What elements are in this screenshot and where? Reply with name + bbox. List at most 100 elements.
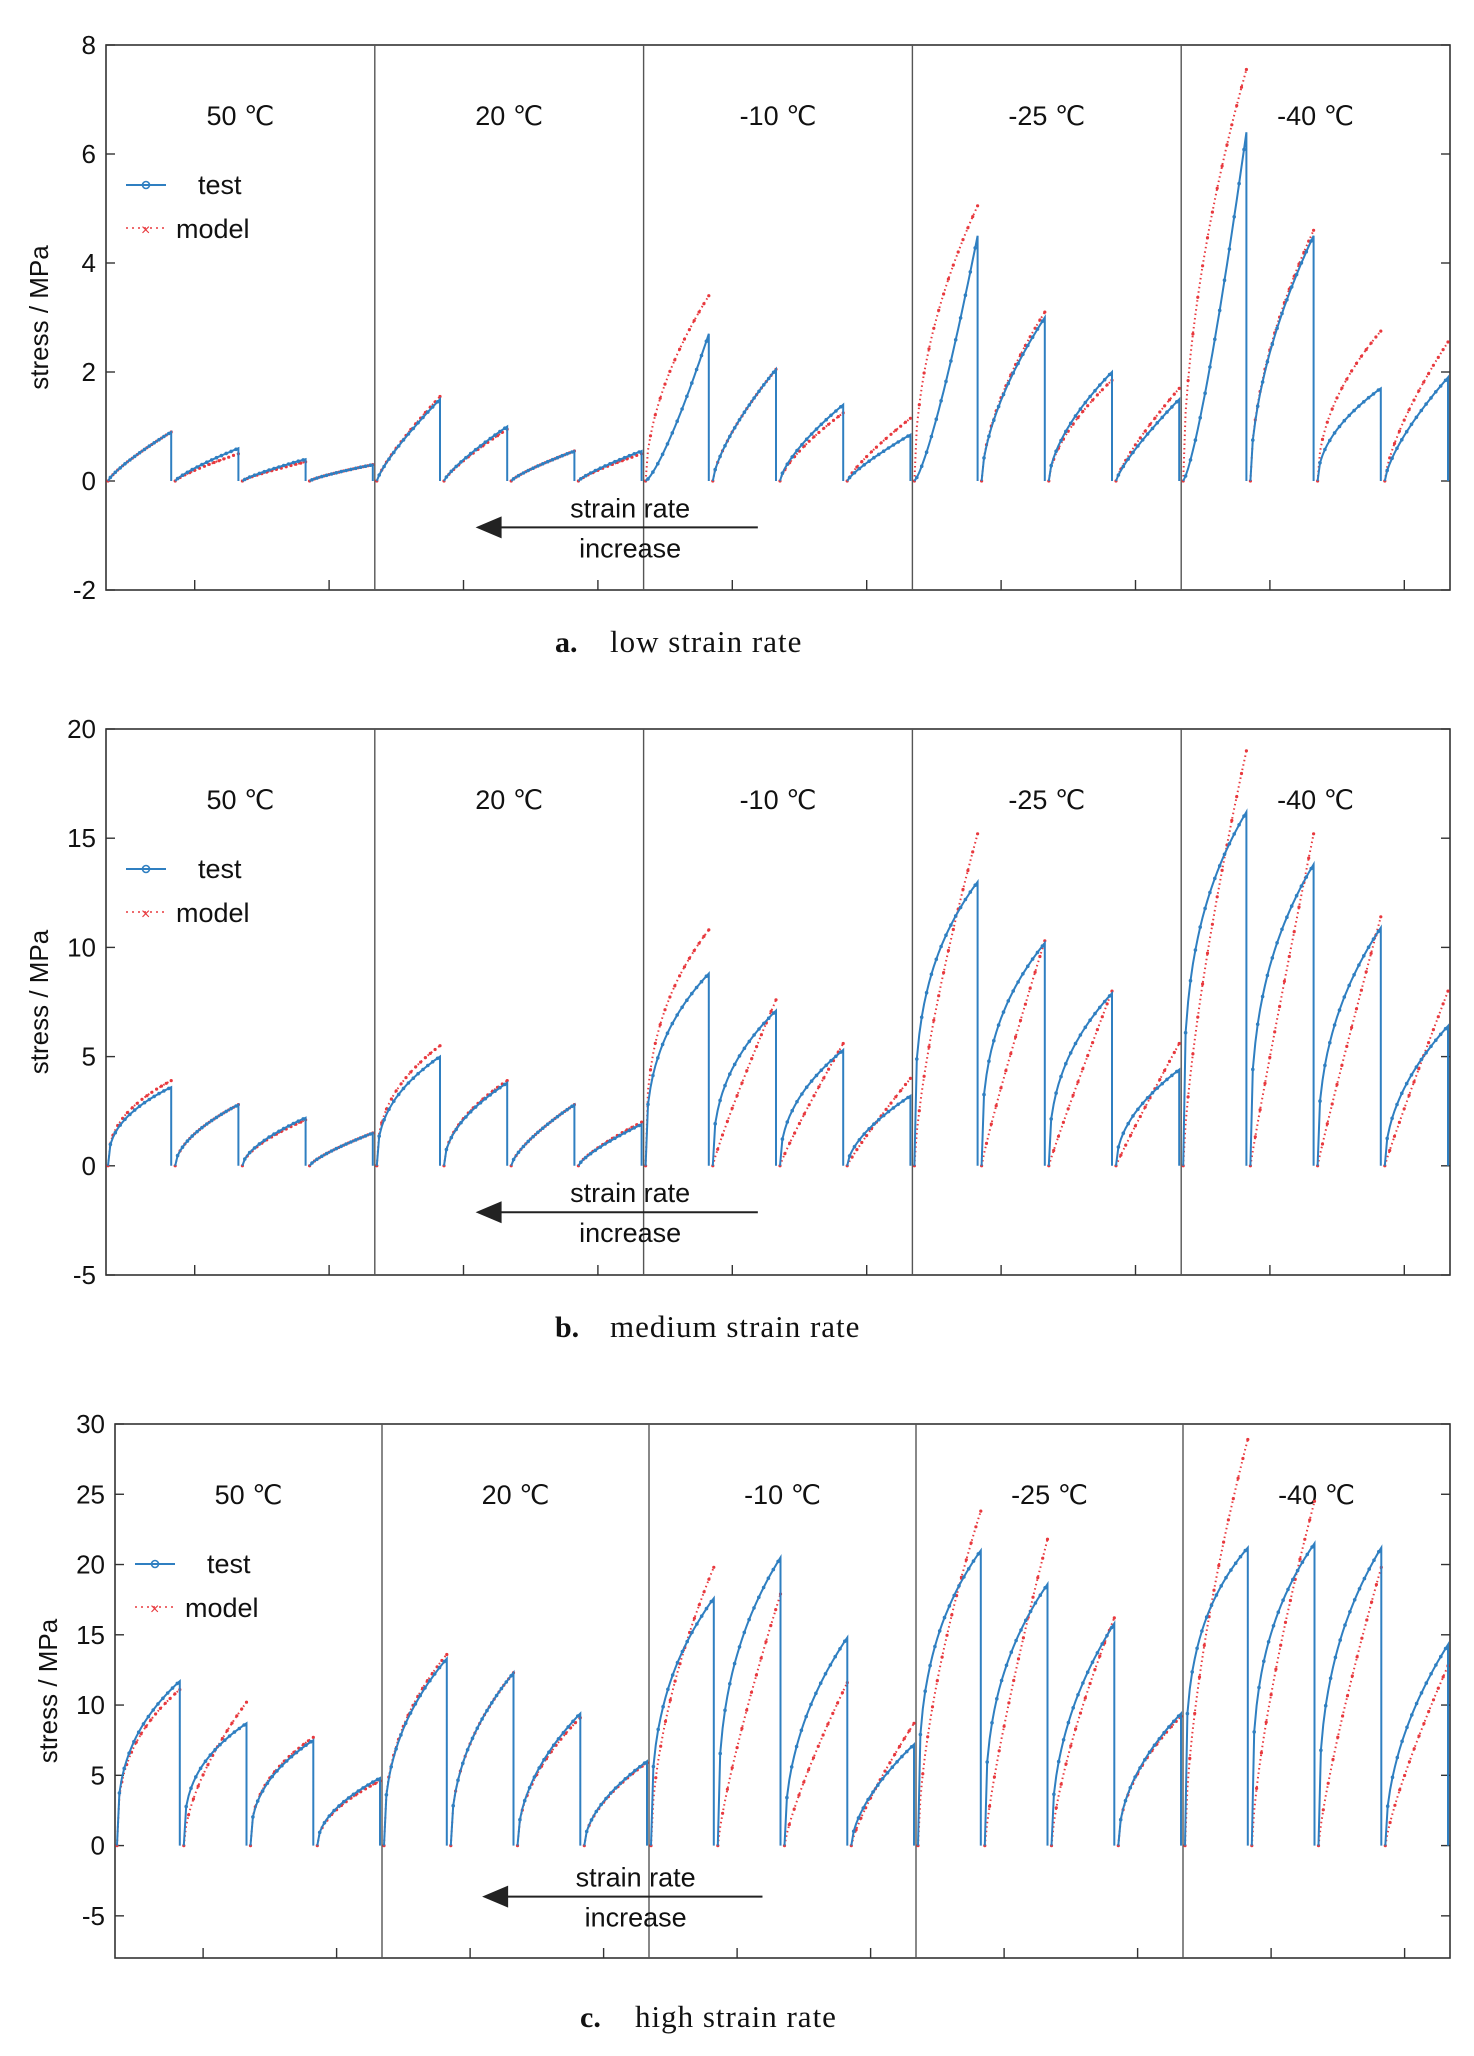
test-point bbox=[281, 1126, 286, 1131]
test-point bbox=[1083, 1025, 1088, 1030]
test-curve bbox=[913, 235, 979, 482]
model-point bbox=[903, 420, 908, 424]
model-point bbox=[206, 1763, 210, 1767]
test-point bbox=[132, 1108, 137, 1112]
y-tick-label: -5 bbox=[82, 1901, 105, 1931]
test-point bbox=[933, 1644, 937, 1649]
model-point bbox=[1201, 264, 1205, 268]
model-point bbox=[755, 1045, 759, 1049]
test-point bbox=[1123, 1798, 1128, 1803]
test-point bbox=[356, 1789, 361, 1793]
model-point bbox=[1177, 1041, 1181, 1046]
test-point bbox=[603, 464, 607, 468]
model-point bbox=[883, 1769, 887, 1773]
test-point bbox=[1280, 311, 1284, 316]
model-point bbox=[950, 1613, 954, 1617]
test-point bbox=[464, 1115, 468, 1119]
test-point bbox=[929, 972, 934, 977]
test-point bbox=[1105, 1633, 1109, 1638]
test-point bbox=[685, 394, 689, 399]
test-point bbox=[416, 421, 420, 425]
test-point bbox=[234, 1104, 238, 1108]
test-point bbox=[1371, 392, 1376, 396]
test-point bbox=[1294, 272, 1299, 277]
test-point bbox=[896, 440, 900, 444]
model-point bbox=[673, 984, 677, 988]
test-point bbox=[690, 1630, 694, 1635]
test-point bbox=[1338, 1638, 1342, 1642]
test-point bbox=[368, 463, 373, 468]
test-point bbox=[1176, 1714, 1181, 1718]
test-point bbox=[957, 1584, 961, 1588]
test-point bbox=[828, 1663, 833, 1667]
test-point bbox=[992, 418, 996, 423]
model-point bbox=[1268, 1055, 1272, 1060]
test-point bbox=[1275, 941, 1279, 945]
test-point bbox=[449, 469, 454, 474]
test-point bbox=[718, 1751, 722, 1756]
model-point bbox=[150, 1090, 154, 1094]
test-curve bbox=[1182, 132, 1248, 482]
test-point bbox=[1400, 437, 1404, 442]
test-point bbox=[886, 446, 891, 450]
test-point bbox=[1131, 450, 1135, 455]
test-point bbox=[1385, 1136, 1389, 1141]
model-point bbox=[792, 1807, 796, 1811]
model-curve bbox=[1050, 1617, 1116, 1846]
test-point bbox=[570, 450, 574, 454]
model-curve bbox=[1047, 990, 1113, 1167]
model-point bbox=[951, 927, 955, 932]
test-point bbox=[251, 1815, 255, 1819]
test-point bbox=[555, 455, 560, 460]
test-point bbox=[167, 431, 171, 436]
test-point bbox=[1155, 1086, 1160, 1090]
test-curve bbox=[316, 1776, 381, 1846]
model-curve bbox=[783, 1682, 849, 1846]
test-curve bbox=[846, 1094, 912, 1167]
model-point bbox=[140, 1097, 144, 1101]
model-point bbox=[797, 1793, 801, 1797]
model-point bbox=[888, 1761, 892, 1765]
test-point bbox=[934, 957, 939, 962]
model-point bbox=[956, 250, 960, 254]
test-point bbox=[1198, 925, 1202, 929]
test-point bbox=[1009, 1650, 1014, 1654]
model-point bbox=[1036, 1576, 1040, 1580]
test-point bbox=[1227, 247, 1232, 251]
model-point bbox=[1230, 123, 1234, 127]
test-point bbox=[1043, 1586, 1047, 1590]
test-point bbox=[296, 459, 301, 464]
test-point bbox=[509, 1674, 513, 1678]
test-point bbox=[670, 431, 675, 435]
test-point bbox=[1107, 372, 1112, 377]
test-point bbox=[1198, 415, 1202, 420]
model-point bbox=[1088, 1681, 1092, 1686]
test-point bbox=[1183, 1030, 1188, 1035]
model-point bbox=[668, 995, 672, 999]
model-point bbox=[299, 461, 303, 465]
model-point bbox=[1336, 1735, 1340, 1739]
test-point bbox=[1011, 989, 1015, 993]
model-point bbox=[169, 1079, 173, 1083]
test-point bbox=[1081, 1681, 1085, 1685]
test-point bbox=[162, 434, 166, 439]
model-point bbox=[1167, 398, 1172, 402]
temperature-label: -40 ℃ bbox=[1277, 101, 1354, 131]
test-point bbox=[1323, 447, 1327, 452]
test-point bbox=[1011, 371, 1015, 375]
model-point bbox=[1112, 1616, 1116, 1620]
test-point bbox=[147, 444, 152, 448]
y-axis-label: stress / MPa bbox=[24, 245, 54, 390]
test-point bbox=[1059, 438, 1063, 443]
model-point bbox=[817, 1085, 821, 1089]
model-curve bbox=[249, 1736, 314, 1846]
model-point bbox=[702, 1590, 706, 1594]
test-point bbox=[1342, 995, 1347, 999]
model-point bbox=[1215, 895, 1219, 899]
test-point bbox=[680, 1005, 684, 1010]
test-point bbox=[608, 462, 612, 466]
test-point bbox=[1395, 1102, 1399, 1107]
model-point bbox=[855, 465, 859, 469]
test-curve bbox=[1249, 235, 1315, 482]
test-point bbox=[944, 379, 948, 384]
